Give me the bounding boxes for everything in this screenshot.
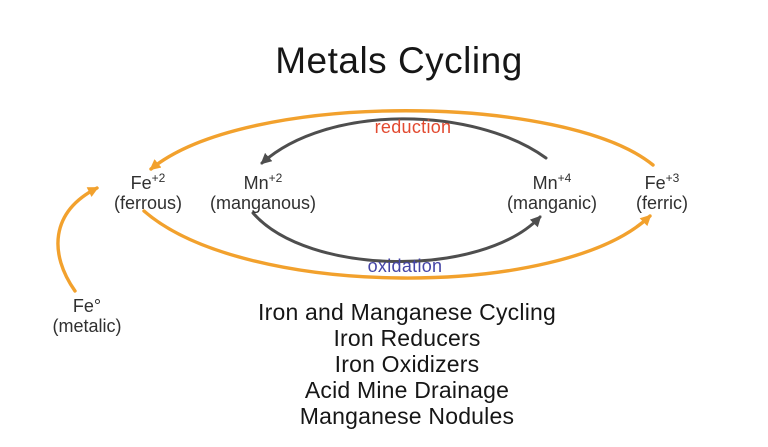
species-manganic-manganese: Mn+4 (manganic)	[482, 171, 622, 213]
species-formula: Fe°	[72, 296, 102, 316]
species-name: (ferrous)	[113, 193, 182, 213]
topic-item: Manganese Nodules	[299, 403, 515, 429]
species-metallic-iron: Fe° (metalic)	[37, 296, 137, 336]
species-formula: Fe+2	[130, 171, 166, 193]
iron-oxidation-arc-arrow	[142, 209, 652, 280]
species-name: (manganic)	[506, 193, 598, 213]
topic-item: Iron Oxidizers	[334, 351, 480, 377]
species-name: (ferric)	[636, 193, 688, 213]
species-formula: Mn+4	[532, 171, 572, 193]
manganese-reduction-arc-arrow	[260, 117, 548, 165]
species-name: (metalic)	[52, 316, 122, 336]
species-formula: Fe+3	[644, 171, 680, 193]
oxidation-label: oxidation	[367, 256, 443, 276]
page-title: Metals Cycling	[275, 40, 523, 81]
species-manganous-manganese: Mn+2 (manganous)	[193, 171, 333, 213]
species-formula: Mn+2	[243, 171, 283, 193]
metallic-iron-oxidation-arrow	[56, 186, 99, 293]
reduction-label: reduction	[374, 117, 452, 137]
species-ferrous-iron: Fe+2 (ferrous)	[98, 171, 198, 213]
topic-list: Iron and Manganese Cycling Iron Reducers…	[46, 299, 768, 429]
iron-reduction-arc-arrow	[149, 109, 655, 171]
topic-item: Iron Reducers	[333, 325, 481, 351]
species-name: (manganous)	[209, 193, 317, 213]
topic-item: Acid Mine Drainage	[304, 377, 510, 403]
manganese-oxidation-arc-arrow	[251, 211, 542, 263]
species-ferric-iron: Fe+3 (ferric)	[612, 171, 712, 213]
topic-item: Iron and Manganese Cycling	[258, 299, 556, 325]
